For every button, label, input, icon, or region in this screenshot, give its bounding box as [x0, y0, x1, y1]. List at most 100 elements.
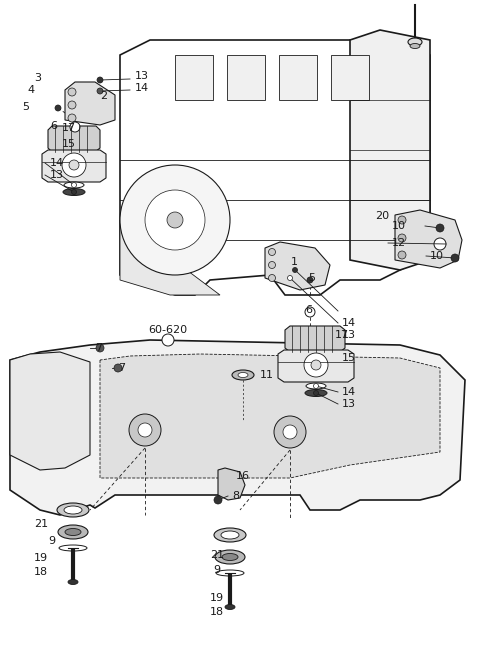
Text: 5: 5: [308, 273, 315, 283]
Ellipse shape: [68, 579, 78, 584]
Text: 7: 7: [118, 363, 125, 373]
Circle shape: [96, 344, 104, 352]
Circle shape: [436, 224, 444, 232]
Text: 14: 14: [50, 158, 64, 168]
Circle shape: [68, 114, 76, 122]
Ellipse shape: [64, 182, 84, 188]
Circle shape: [114, 364, 122, 372]
Text: 12: 12: [392, 238, 406, 248]
Polygon shape: [175, 55, 213, 100]
Ellipse shape: [215, 550, 245, 564]
Text: 2: 2: [100, 91, 107, 101]
Ellipse shape: [57, 503, 89, 517]
Circle shape: [398, 234, 406, 242]
Circle shape: [214, 496, 222, 504]
Ellipse shape: [408, 38, 422, 46]
Ellipse shape: [225, 604, 235, 609]
Circle shape: [268, 274, 276, 281]
Ellipse shape: [64, 506, 82, 514]
Circle shape: [313, 384, 319, 388]
Text: 14: 14: [342, 318, 356, 328]
Circle shape: [162, 334, 174, 346]
Circle shape: [288, 276, 292, 281]
Text: 60-620: 60-620: [148, 325, 187, 335]
Text: 9: 9: [48, 536, 55, 546]
Text: 4: 4: [27, 85, 34, 95]
Text: 18: 18: [34, 567, 48, 577]
Circle shape: [268, 249, 276, 255]
Polygon shape: [10, 352, 90, 470]
Ellipse shape: [305, 390, 327, 396]
Circle shape: [145, 190, 205, 250]
Text: 16: 16: [236, 471, 250, 481]
Circle shape: [268, 262, 276, 268]
Circle shape: [283, 425, 297, 439]
Polygon shape: [278, 350, 354, 382]
Polygon shape: [350, 30, 430, 270]
Text: 19: 19: [34, 553, 48, 563]
Text: 15: 15: [62, 139, 76, 149]
Polygon shape: [279, 55, 317, 100]
Text: 7: 7: [95, 343, 102, 353]
Polygon shape: [395, 210, 462, 268]
Text: 19: 19: [210, 593, 224, 603]
Ellipse shape: [63, 188, 85, 195]
Text: 21: 21: [210, 550, 224, 560]
Text: 21: 21: [34, 519, 48, 529]
Polygon shape: [331, 55, 369, 100]
Polygon shape: [10, 340, 465, 515]
Text: 13: 13: [50, 170, 64, 180]
Circle shape: [434, 238, 446, 250]
Ellipse shape: [221, 531, 239, 539]
Circle shape: [72, 190, 76, 194]
Circle shape: [97, 88, 103, 94]
Text: 9: 9: [213, 565, 220, 575]
Polygon shape: [285, 326, 345, 352]
Polygon shape: [100, 354, 440, 478]
Text: 3: 3: [34, 73, 41, 83]
Ellipse shape: [222, 554, 238, 560]
Text: 6: 6: [50, 121, 57, 131]
Circle shape: [138, 423, 152, 437]
Text: 20: 20: [375, 211, 389, 221]
Ellipse shape: [216, 570, 244, 576]
Circle shape: [120, 165, 230, 275]
Circle shape: [292, 268, 298, 272]
Polygon shape: [218, 468, 245, 500]
Circle shape: [311, 360, 321, 370]
Ellipse shape: [410, 43, 420, 49]
Circle shape: [70, 122, 80, 132]
Circle shape: [69, 160, 79, 170]
Circle shape: [68, 88, 76, 96]
Text: 1: 1: [291, 257, 298, 267]
Text: 11: 11: [260, 370, 274, 380]
Text: 13: 13: [342, 399, 356, 409]
Circle shape: [274, 416, 306, 448]
Ellipse shape: [214, 528, 246, 542]
Circle shape: [62, 153, 86, 177]
Circle shape: [307, 277, 313, 283]
Text: 6: 6: [305, 305, 312, 315]
Text: 10: 10: [430, 251, 444, 261]
Text: 10: 10: [392, 221, 406, 231]
Text: 8: 8: [232, 491, 239, 501]
Circle shape: [97, 77, 103, 83]
Circle shape: [313, 390, 319, 396]
Circle shape: [55, 105, 61, 111]
Polygon shape: [42, 150, 106, 182]
Polygon shape: [120, 40, 430, 295]
Ellipse shape: [59, 545, 87, 551]
Ellipse shape: [58, 525, 88, 539]
Text: 5: 5: [22, 102, 29, 112]
Circle shape: [129, 414, 161, 446]
Text: 17: 17: [62, 123, 76, 133]
Circle shape: [72, 182, 76, 188]
Text: 13: 13: [135, 71, 149, 81]
Circle shape: [304, 353, 328, 377]
Circle shape: [68, 101, 76, 109]
Ellipse shape: [65, 529, 81, 535]
Polygon shape: [120, 220, 220, 295]
Text: 13: 13: [342, 330, 356, 340]
Ellipse shape: [232, 370, 254, 380]
Circle shape: [398, 251, 406, 259]
